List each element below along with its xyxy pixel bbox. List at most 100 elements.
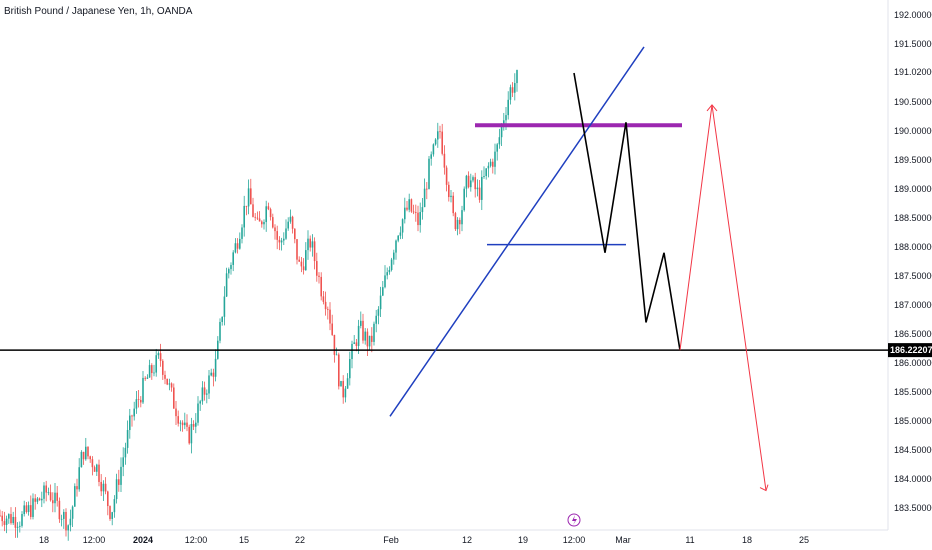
candle [320,272,322,301]
candle-body [261,221,263,225]
candle-body [419,212,421,226]
candle [247,179,250,215]
chart-title: British Pound / Japanese Yen, 1h, OANDA [4,6,193,17]
candle-body [500,125,503,138]
candle [364,328,366,345]
candle-body [511,87,514,93]
candle [80,450,83,468]
candle [162,359,164,380]
candle [274,224,276,240]
candle-body [212,372,215,377]
candle-body [179,422,182,424]
candle-body [214,358,217,377]
candle [56,486,58,507]
candle [206,389,208,404]
candle-body [467,175,470,188]
candle-body [124,447,127,458]
candle [124,442,127,465]
candle [346,373,349,389]
event-marker-icon[interactable] [567,513,581,527]
candle-body [443,153,446,168]
candle-body [243,205,245,228]
candle-body [335,354,338,356]
candle-body [74,486,76,507]
candle-body [338,354,340,387]
candle [140,396,142,408]
candle-body [430,154,432,159]
candle-body [404,207,406,220]
candle-body [311,241,314,248]
candle-body [478,187,481,200]
candle-body [461,210,463,225]
candle [423,178,426,208]
y-tick-label: 192.00000 [894,10,932,20]
candle-body [448,184,450,198]
candle-body [137,399,140,400]
candle [476,179,479,197]
candle [309,235,311,252]
arrow-head-down [759,484,769,492]
candle [25,501,28,514]
candle-body [208,375,210,394]
candle-body [256,217,259,219]
candle-body [267,206,270,210]
candle-body [445,167,448,185]
y-tick-label: 191.50000 [894,39,932,49]
candle-body [177,416,179,424]
candle [263,219,265,230]
candle-body [153,372,155,374]
candle-body [223,296,226,317]
candle-body [494,151,496,167]
candle [399,226,402,240]
candle [511,82,514,98]
candle-body [71,506,74,519]
candle [58,497,61,523]
candle-body [399,232,402,236]
candle [386,267,388,280]
candle-body [472,177,474,181]
candle-body [34,498,36,502]
candle [401,218,404,239]
candle [252,197,254,218]
candle [349,351,351,386]
candle [388,266,391,275]
candle [19,521,21,533]
candle [38,497,41,501]
candle-body [324,301,327,310]
candle-body [241,227,243,239]
candle-body [80,451,83,468]
candle-body [228,269,230,274]
x-tick-label: Mar [615,535,631,545]
candle [214,349,217,382]
candle [454,211,457,231]
candle [428,155,430,190]
candle [459,217,461,235]
candle-body [113,499,116,513]
candle [74,483,76,507]
candle [41,491,43,508]
candle-body [3,521,6,525]
candle-body [146,377,149,379]
candle [168,378,171,391]
candle [164,370,166,385]
candle [52,492,54,513]
candle [223,286,226,326]
candle-body [269,209,272,218]
candles [0,69,518,541]
candle [258,211,261,222]
candle-body [333,334,336,355]
candle [344,385,347,403]
candle-body [82,451,85,460]
x-tick-label: 18 [39,535,49,545]
candle [331,314,333,336]
candle-body [107,491,109,507]
candle [305,242,307,271]
candle-body [14,516,17,528]
candle [421,197,424,220]
candle [155,348,157,377]
x-tick-label: Feb [383,535,399,545]
candle [302,258,305,275]
x-tick-label: 18 [742,535,752,545]
candle [267,202,270,211]
